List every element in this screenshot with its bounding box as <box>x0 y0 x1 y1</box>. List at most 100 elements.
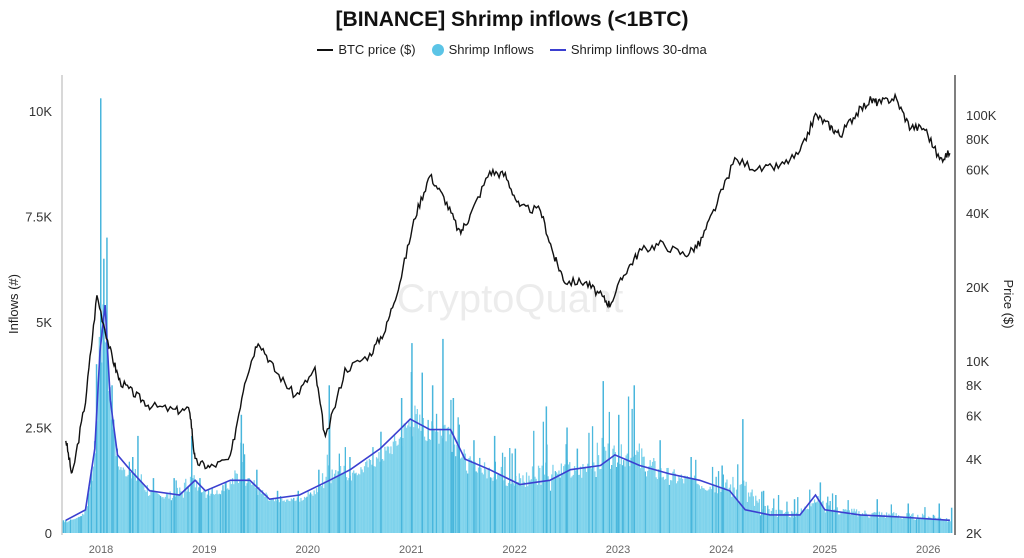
inflow-bar <box>945 518 948 533</box>
inflow-bar <box>713 484 715 533</box>
inflow-bar <box>927 516 930 533</box>
inflow-bar <box>593 462 595 533</box>
inflow-bar <box>271 498 273 533</box>
inflow-bar <box>722 474 724 533</box>
inflow-bar <box>357 473 360 533</box>
inflow-bar <box>875 512 877 533</box>
inflow-bar <box>855 509 858 533</box>
inflow-bar <box>378 452 380 533</box>
inflow-bar <box>605 450 607 533</box>
inflow-bar <box>447 426 450 533</box>
inflow-bar <box>114 439 116 533</box>
inflow-bar <box>662 476 664 533</box>
inflow-bar <box>324 481 326 533</box>
inflow-bar <box>439 428 441 533</box>
inflow-peak-bar <box>132 457 134 533</box>
dma-line <box>65 305 950 522</box>
inflow-bar <box>770 510 772 533</box>
inflow-bar <box>369 460 372 533</box>
inflow-bar <box>552 464 554 533</box>
inflow-bar <box>125 476 127 533</box>
legend-item-shrimp-inflows[interactable]: Shrimp Inflows <box>431 42 534 57</box>
inflow-bar <box>426 441 428 533</box>
inflow-peak-bar <box>545 406 548 533</box>
inflow-bar <box>817 496 819 533</box>
inflow-peak-bar <box>256 469 258 533</box>
inflow-bar <box>213 494 216 533</box>
inflow-bar <box>145 491 147 533</box>
inflow-bar <box>185 478 187 533</box>
inflow-bar <box>283 500 285 533</box>
inflow-bar <box>650 465 652 533</box>
inflow-bar <box>848 510 850 533</box>
inflow-bar <box>146 485 148 533</box>
inflow-bar <box>65 519 67 533</box>
inflow-bar <box>725 482 727 533</box>
inflow-bar <box>925 519 927 533</box>
inflow-bar <box>541 465 543 533</box>
inflow-bar <box>290 498 292 533</box>
inflow-bar <box>182 497 184 533</box>
inflow-bar <box>683 483 685 533</box>
inflow-bar <box>278 502 280 533</box>
inflow-bar <box>888 513 890 533</box>
inflow-bar <box>656 479 658 533</box>
inflow-bar <box>387 446 390 533</box>
inflow-bar <box>353 470 355 533</box>
inflow-peak-bar <box>452 398 455 533</box>
inflow-bar <box>326 454 328 533</box>
inflow-bar <box>431 421 433 533</box>
inflow-bar <box>889 515 891 533</box>
inflow-bar <box>306 496 308 533</box>
inflow-peak-bar <box>240 414 243 533</box>
inflow-bar <box>338 453 340 533</box>
inflow-bar <box>337 471 339 533</box>
inflow-bar <box>943 519 945 533</box>
inflow-bar <box>321 473 324 533</box>
inflow-peak-bar <box>318 469 320 533</box>
inflow-bar <box>270 499 272 533</box>
inflow-bar <box>947 521 949 533</box>
inflow-bar <box>246 483 248 533</box>
inflow-peak-bar <box>690 457 692 533</box>
inflow-bar <box>67 521 69 533</box>
inflow-bar <box>289 501 291 533</box>
inflow-bar <box>181 492 183 533</box>
inflow-bar <box>84 510 86 533</box>
inflow-bar <box>561 473 564 533</box>
y-left-tick-label: 2.5K <box>25 421 52 436</box>
inflow-bar <box>859 514 861 533</box>
inflow-bar <box>117 466 120 533</box>
legend-item-shrimp-inflows-30dma[interactable]: Shrimp Iinflows 30-dma <box>549 42 707 57</box>
inflow-bar <box>465 470 468 533</box>
inflow-bar <box>167 493 169 533</box>
inflow-bar <box>350 480 352 533</box>
inflow-bar <box>153 490 156 533</box>
inflow-bar <box>727 490 729 533</box>
inflow-bar <box>630 457 632 533</box>
inflow-bar <box>397 444 399 533</box>
inflow-bar <box>534 476 536 533</box>
inflow-bar <box>689 478 691 533</box>
inflow-bar <box>458 424 460 533</box>
x-tick-label: 2022 <box>502 544 526 556</box>
inflow-bar <box>854 511 856 533</box>
inflow-bar <box>870 516 872 533</box>
inflow-bar <box>583 467 585 533</box>
inflow-bar <box>614 452 616 533</box>
legend-item-btc-price[interactable]: BTC price ($) <box>317 42 416 57</box>
inflow-bar <box>101 362 103 533</box>
inflow-bar <box>210 493 212 533</box>
inflow-bar <box>847 500 849 533</box>
inflow-bar <box>903 517 906 533</box>
inflow-bar <box>356 475 358 533</box>
inflow-bar <box>227 488 229 533</box>
inflow-bar <box>704 489 706 533</box>
inflow-bar <box>351 472 354 533</box>
inflow-bar <box>853 508 855 533</box>
inflow-bar <box>699 488 702 533</box>
inflow-bar <box>405 427 408 533</box>
inflow-bar <box>863 515 865 533</box>
inflow-bar <box>918 517 920 533</box>
inflow-peak-bar <box>225 482 227 533</box>
